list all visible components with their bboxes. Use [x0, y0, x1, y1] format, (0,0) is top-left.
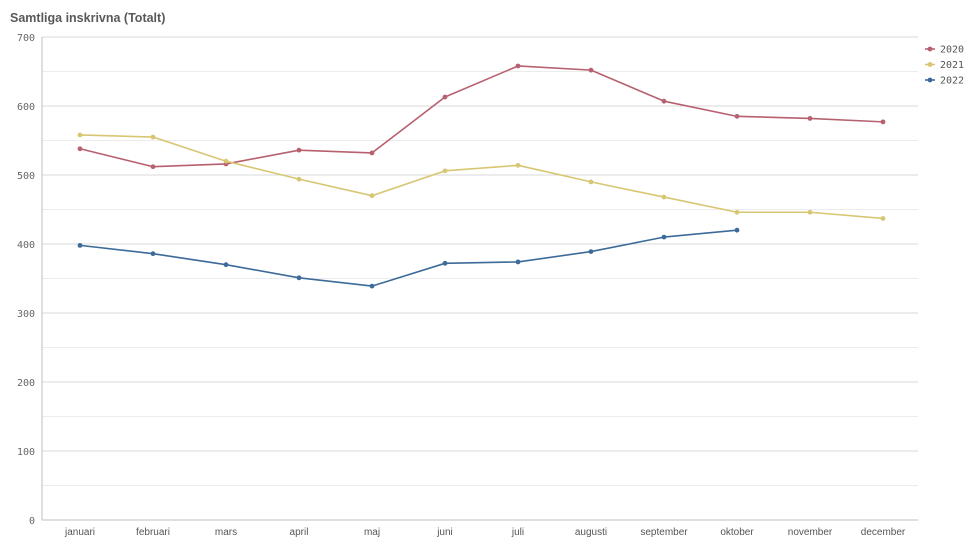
x-tick-label: juni	[436, 527, 453, 538]
y-tick-label: 500	[17, 171, 35, 182]
y-tick-label: 0	[29, 516, 35, 527]
data-point[interactable]	[588, 249, 594, 254]
x-tick-label: januari	[64, 527, 95, 538]
data-point[interactable]	[734, 209, 740, 215]
series-lines	[77, 63, 886, 289]
y-tick-label: 200	[17, 378, 35, 389]
series-line	[79, 65, 884, 168]
data-point[interactable]	[369, 283, 375, 289]
data-point[interactable]	[588, 67, 594, 73]
data-point[interactable]	[515, 162, 521, 168]
series-line	[79, 134, 884, 220]
data-point[interactable]	[296, 147, 302, 153]
y-tick-label: 300	[17, 309, 35, 320]
x-tick-label: augusti	[575, 527, 607, 538]
grid-lines	[42, 36, 918, 486]
legend-item-2021[interactable]: 2021	[925, 60, 964, 71]
y-tick-label: 100	[17, 447, 35, 458]
data-point[interactable]	[661, 98, 667, 104]
series-2021	[77, 132, 886, 221]
legend-item-2022[interactable]: 2022	[925, 76, 964, 87]
data-point[interactable]	[369, 150, 375, 156]
x-axis-ticks: januari februari mars april maj juni juli augus…	[64, 527, 906, 538]
data-point[interactable]	[807, 116, 813, 121]
y-tick-label: 600	[17, 102, 35, 113]
data-point[interactable]	[296, 275, 302, 281]
data-point[interactable]	[223, 262, 229, 268]
legend-label: 2021	[940, 60, 964, 71]
x-tick-label: oktober	[720, 527, 754, 538]
legend-label: 2020	[940, 45, 964, 56]
x-tick-label: november	[788, 527, 833, 538]
y-tick-label: 700	[17, 33, 35, 44]
legend-swatch-dot	[927, 46, 933, 52]
data-point[interactable]	[77, 242, 83, 248]
data-point[interactable]	[880, 119, 886, 125]
legend-item-2020[interactable]: 2020	[925, 45, 964, 56]
data-point[interactable]	[661, 234, 667, 240]
x-tick-label: juli	[511, 527, 524, 538]
x-tick-label: mars	[215, 527, 237, 538]
data-point[interactable]	[442, 94, 448, 100]
data-point[interactable]	[77, 132, 83, 138]
data-point[interactable]	[588, 179, 594, 185]
axes	[41, 37, 918, 521]
legend-swatch-dot	[927, 77, 933, 83]
data-point[interactable]	[661, 194, 667, 200]
data-point[interactable]	[734, 113, 740, 119]
data-point[interactable]	[734, 227, 740, 233]
data-point[interactable]	[296, 176, 302, 182]
x-tick-label: december	[861, 527, 906, 538]
data-point[interactable]	[807, 209, 813, 215]
y-tick-label: 400	[17, 240, 35, 251]
y-axis-ticks: 0 100 200 300 400 500 600 700	[17, 33, 35, 527]
x-tick-label: april	[290, 527, 309, 538]
series-2022	[77, 227, 740, 289]
data-point[interactable]	[223, 158, 229, 164]
data-point[interactable]	[880, 216, 886, 221]
chart-title: Samtliga inskrivna (Totalt)	[10, 11, 166, 25]
data-point[interactable]	[515, 63, 521, 69]
data-point[interactable]	[77, 146, 83, 152]
data-point[interactable]	[515, 259, 521, 265]
x-tick-label: februari	[136, 527, 170, 538]
legend-swatch-dot	[927, 62, 933, 67]
data-point[interactable]	[442, 168, 448, 174]
data-point[interactable]	[442, 260, 448, 266]
data-point[interactable]	[150, 164, 156, 170]
data-point[interactable]	[369, 193, 375, 199]
x-tick-label: maj	[364, 527, 380, 538]
series-2020	[77, 63, 886, 170]
data-point[interactable]	[150, 134, 156, 140]
x-tick-label: september	[640, 527, 688, 538]
series-line	[79, 229, 738, 287]
data-point[interactable]	[150, 251, 156, 257]
legend-label: 2022	[940, 76, 964, 87]
legend[interactable]: 2020 2021 2022	[925, 45, 964, 87]
